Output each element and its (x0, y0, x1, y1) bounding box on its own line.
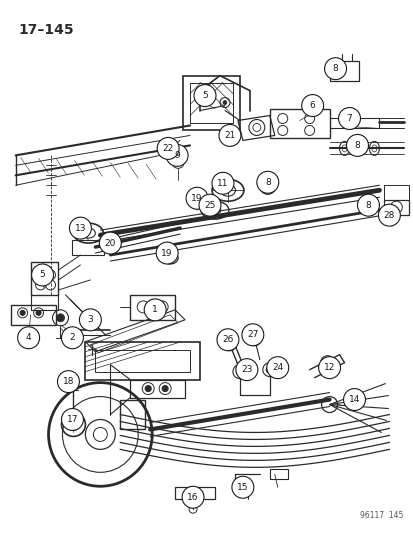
Circle shape (182, 486, 204, 508)
Text: 5: 5 (202, 91, 207, 100)
Circle shape (231, 477, 253, 498)
Text: 19: 19 (191, 193, 202, 203)
Text: 11: 11 (217, 179, 228, 188)
Text: 15: 15 (237, 483, 248, 492)
Circle shape (241, 324, 263, 346)
Text: 8: 8 (354, 141, 359, 150)
Text: 17: 17 (66, 415, 78, 424)
Circle shape (31, 264, 53, 286)
Circle shape (235, 359, 257, 381)
Text: 20: 20 (104, 239, 116, 248)
Circle shape (162, 385, 168, 392)
Circle shape (323, 359, 330, 366)
Text: 5: 5 (40, 270, 45, 279)
Circle shape (216, 329, 238, 351)
Text: 1: 1 (152, 305, 158, 314)
Text: 19: 19 (161, 248, 173, 257)
Circle shape (62, 408, 83, 431)
Text: 18: 18 (62, 377, 74, 386)
Circle shape (157, 138, 179, 159)
Text: 25: 25 (204, 201, 215, 209)
Circle shape (20, 310, 25, 316)
Circle shape (263, 182, 271, 190)
Circle shape (226, 342, 233, 348)
Text: 26: 26 (222, 335, 233, 344)
Text: 12: 12 (323, 363, 335, 372)
Circle shape (357, 194, 378, 216)
Circle shape (338, 108, 360, 130)
Text: 24: 24 (271, 363, 283, 372)
Circle shape (218, 125, 240, 147)
Circle shape (62, 327, 83, 349)
Circle shape (301, 94, 323, 117)
Text: 6: 6 (309, 101, 315, 110)
Circle shape (156, 242, 178, 264)
Text: 23: 23 (241, 365, 252, 374)
Circle shape (256, 171, 278, 193)
Circle shape (211, 172, 233, 194)
Text: 22: 22 (162, 144, 173, 153)
Text: 8: 8 (365, 201, 370, 209)
Circle shape (223, 101, 226, 104)
Text: 28: 28 (383, 211, 394, 220)
Text: 4: 4 (26, 333, 31, 342)
Circle shape (318, 357, 340, 378)
Circle shape (377, 204, 399, 226)
Text: 13: 13 (74, 224, 86, 232)
Circle shape (36, 310, 41, 316)
Circle shape (236, 368, 243, 375)
Circle shape (266, 366, 273, 373)
Circle shape (69, 217, 91, 239)
Text: 21: 21 (224, 131, 235, 140)
Circle shape (346, 134, 368, 156)
Circle shape (266, 357, 288, 378)
Circle shape (343, 389, 365, 410)
Circle shape (185, 187, 207, 209)
Circle shape (145, 385, 151, 392)
Circle shape (166, 144, 188, 166)
Circle shape (79, 309, 101, 331)
Text: 27: 27 (247, 330, 258, 340)
Text: 8: 8 (264, 178, 270, 187)
Text: 8: 8 (332, 64, 337, 73)
Text: 3: 3 (87, 316, 93, 324)
Circle shape (199, 194, 221, 216)
Circle shape (251, 337, 257, 343)
Text: 7: 7 (346, 114, 351, 123)
Circle shape (99, 232, 121, 254)
Text: 17–145: 17–145 (19, 23, 74, 37)
Circle shape (56, 314, 64, 322)
Circle shape (57, 370, 79, 393)
Circle shape (144, 299, 166, 321)
Circle shape (324, 58, 346, 79)
Text: 2: 2 (69, 333, 75, 342)
Circle shape (194, 85, 216, 107)
Text: 16: 16 (187, 492, 198, 502)
Circle shape (175, 159, 180, 165)
Circle shape (18, 327, 40, 349)
Text: 9: 9 (174, 151, 180, 160)
Text: 96117  145: 96117 145 (359, 511, 402, 520)
Text: 14: 14 (348, 395, 359, 404)
